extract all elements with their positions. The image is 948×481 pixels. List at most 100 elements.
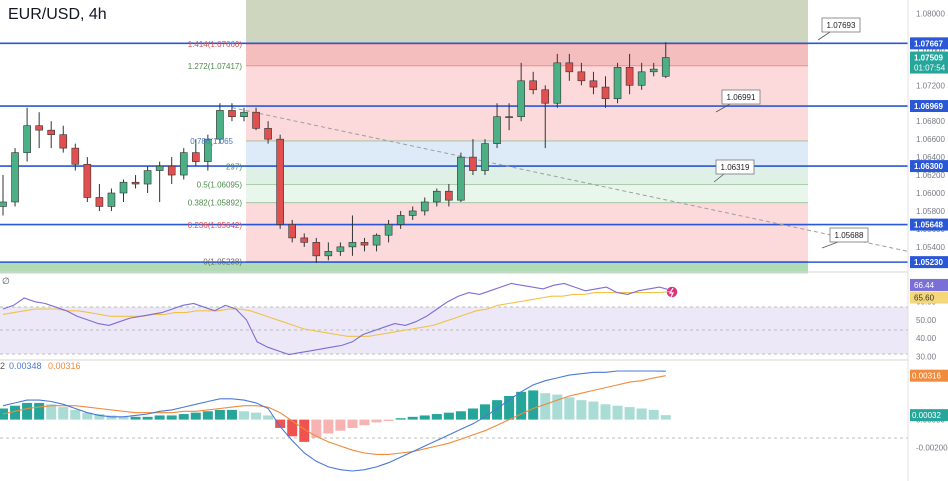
- candle: [420, 201, 429, 212]
- macd-histogram-bar: [407, 416, 418, 420]
- macd-histogram-bar: [275, 419, 286, 428]
- macd-value-label: 0.00316: [912, 372, 941, 381]
- macd-histogram-bar: [648, 409, 659, 420]
- macd-histogram-bar: [202, 411, 213, 420]
- macd-histogram-bar: [239, 411, 249, 420]
- price-tag-label: 1.05230: [914, 258, 943, 267]
- macd-value-label: 0.00032: [912, 411, 941, 420]
- macd-histogram-bar: [311, 419, 322, 438]
- macd-histogram-bar: [106, 415, 117, 420]
- macd-histogram-bar: [82, 412, 93, 420]
- rsi-value-label: 66.44: [914, 281, 935, 290]
- price-tick-label: 1.06400: [916, 153, 945, 162]
- lightning-icon: [668, 287, 674, 298]
- macd-histogram-bar: [480, 404, 490, 420]
- candle: [155, 165, 164, 171]
- candle: [71, 147, 80, 165]
- price-tag-label: 1.06300: [914, 162, 943, 171]
- macd-tick-label: -0.00200: [916, 443, 948, 452]
- callout-pointer: [821, 241, 839, 249]
- macd-histogram-bar: [371, 419, 382, 423]
- candle: [252, 111, 260, 129]
- fib-zone: [246, 140, 808, 167]
- price-axis[interactable]: 1.08000 1.07600 1.07200 1.06800 1.06600 1.064…: [907, 0, 948, 481]
- candle: [276, 138, 284, 225]
- candle: [649, 68, 658, 73]
- rsi-ma-line: [2, 290, 671, 337]
- fib-zones: [0, 0, 808, 274]
- candle: [59, 134, 68, 149]
- macd-histogram-bar: [46, 404, 57, 420]
- fib-label: 1.272(1.07417): [188, 62, 243, 71]
- macd-histogram-bar: [22, 402, 33, 420]
- macd-histogram-bar: [383, 419, 394, 421]
- rsi-header-glyph: ∅: [2, 276, 10, 286]
- signal-header-value: 0.00316: [48, 361, 81, 371]
- candle: [505, 116, 513, 118]
- macd-histogram-bar: [624, 407, 635, 420]
- candle: [23, 125, 31, 153]
- rsi-pane[interactable]: ∅: [0, 276, 908, 356]
- candle: [408, 210, 417, 216]
- candle: [348, 242, 357, 248]
- candle: [457, 156, 465, 201]
- candle: [167, 165, 176, 176]
- fib-zone: [246, 166, 808, 185]
- candles: [0, 42, 670, 264]
- price-tag: [910, 160, 948, 173]
- callout-pointer: [713, 173, 725, 183]
- fib-zone: [246, 43, 808, 66]
- macd-histogram-bar: [94, 414, 105, 420]
- candle: [637, 71, 646, 86]
- candle: [589, 80, 598, 88]
- candle: [565, 62, 574, 73]
- macd-histogram-bar: [395, 418, 406, 420]
- trendline[interactable]: [231, 107, 909, 252]
- macd-histogram-bar: [564, 397, 575, 420]
- fib-zone-base: [0, 261, 808, 274]
- price-tag-label: 1.07667: [914, 39, 943, 48]
- macd-histogram-bar: [335, 419, 346, 431]
- candle: [179, 152, 188, 176]
- macd-histogram-bar: [10, 405, 21, 420]
- price-callouts: 1.07693 1.06991 1.06319 1.05688: [713, 17, 869, 249]
- candle: [300, 237, 309, 243]
- rsi-value-tag: [910, 278, 948, 291]
- fib-label: 0.236(1.05642): [188, 221, 243, 230]
- macd-histogram-bar: [636, 408, 647, 420]
- callout-box: [715, 159, 755, 175]
- macd-histogram-bar: [455, 411, 466, 420]
- rsi-tick-label: 40.00: [916, 334, 937, 343]
- fib-zone: [246, 0, 808, 44]
- candle: [360, 242, 369, 246]
- macd-pane[interactable]: 2 0.00348 0.00316: [0, 361, 908, 472]
- candle: [11, 152, 19, 203]
- macd-histogram-bar: [118, 416, 129, 420]
- price-pane[interactable]: 1.414(1.07660) 1.272(1.07417) 0.786(1.065 2…: [0, 0, 909, 299]
- candle: [119, 181, 128, 194]
- macd-histogram-bar: [251, 412, 262, 420]
- macd-histogram-bar: [467, 408, 478, 420]
- candle: [445, 190, 453, 201]
- candle: [312, 242, 321, 257]
- callout-value: 1.05688: [835, 231, 864, 240]
- candle: [493, 116, 501, 144]
- macd-histogram-bar: [226, 409, 237, 420]
- candle: [372, 234, 381, 246]
- candle: [469, 156, 477, 171]
- candle: [107, 192, 116, 207]
- candle: [0, 201, 7, 207]
- callout-pointer: [817, 31, 831, 41]
- fib-label: 0.382(1.05892): [188, 199, 243, 208]
- price-tag: [910, 100, 948, 113]
- candle: [264, 128, 272, 140]
- rsi-tick-label: 30.00: [916, 352, 937, 361]
- macd-histogram-bar: [178, 414, 189, 420]
- macd-histogram-bar: [588, 401, 599, 420]
- macd-histogram-bar: [154, 415, 165, 420]
- price-tick-label: 1.08000: [916, 9, 945, 18]
- price-tick-label: 1.06200: [916, 171, 945, 180]
- macd-histogram-bar: [263, 415, 274, 420]
- macd-header-prefix: 2: [0, 361, 5, 371]
